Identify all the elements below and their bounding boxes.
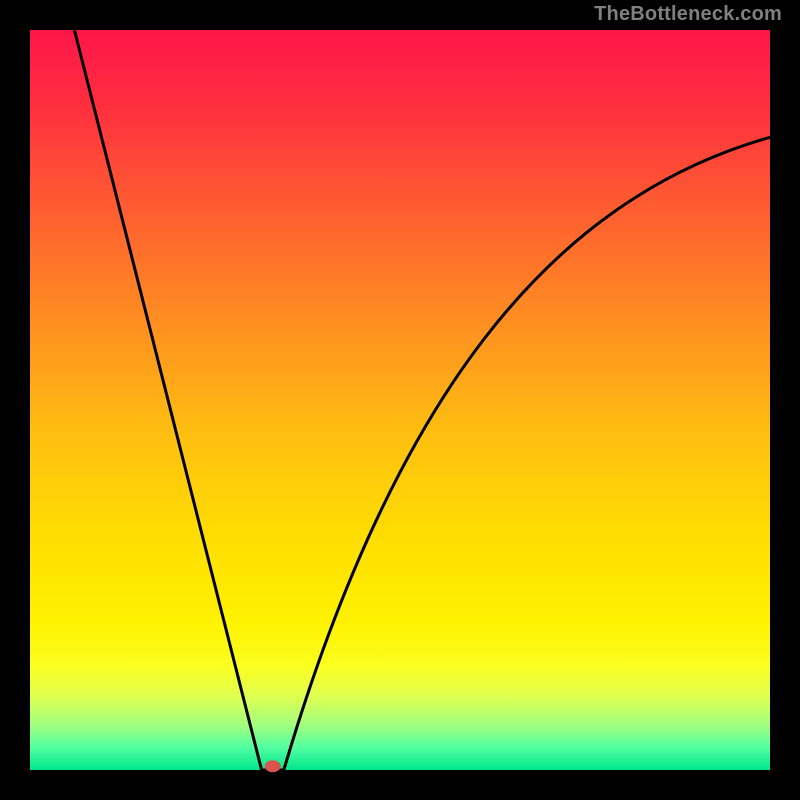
chart-container: TheBottleneck.com (0, 0, 800, 800)
chart-svg (0, 0, 800, 800)
plot-background (30, 30, 770, 770)
optimum-marker (265, 760, 281, 772)
watermark-text: TheBottleneck.com (594, 3, 782, 26)
